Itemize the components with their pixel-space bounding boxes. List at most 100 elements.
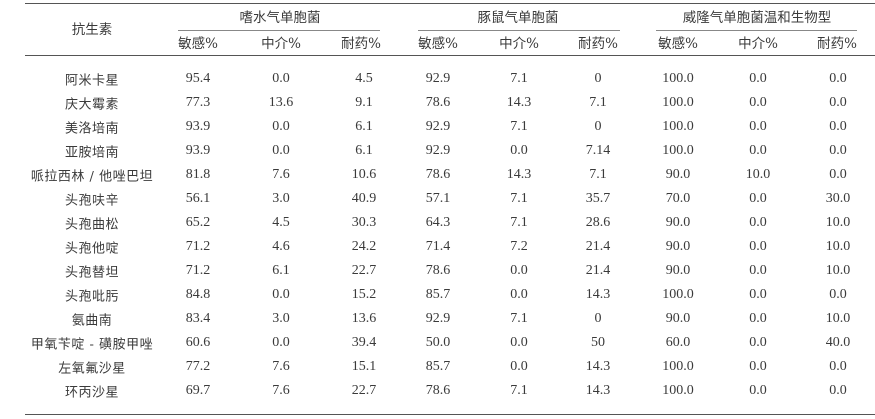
table-cell: 7.1	[589, 167, 607, 182]
antibiotic-name: 左氧氟沙星	[58, 361, 126, 377]
antibiotic-name: 庆大霉素	[64, 97, 120, 113]
table-cell: 93.9	[185, 119, 211, 134]
table-cell: 15.1	[351, 359, 377, 374]
table-cell: 7.1	[510, 215, 528, 230]
table-cell: 95.4	[185, 71, 211, 86]
table-cell: 0.0	[829, 383, 847, 398]
table-cell: 7.1	[510, 119, 528, 134]
table-cell: 78.6	[425, 95, 451, 110]
table-cell: 7.6	[272, 383, 290, 398]
table-cell: 90.0	[665, 239, 691, 254]
table-cell: 0.0	[829, 95, 847, 110]
table-cell: 71.2	[185, 263, 211, 278]
table-cell: 100.0	[662, 383, 694, 398]
antibiotic-name: 头孢呋辛	[64, 193, 120, 209]
table-cell: 14.3	[506, 167, 532, 182]
table-cell: 0.0	[272, 71, 290, 86]
table-cell: 0.0	[749, 359, 767, 374]
table-cell: 0.0	[829, 143, 847, 158]
table-cell: 60.0	[665, 335, 691, 350]
table-cell: 90.0	[665, 311, 691, 326]
table-cell: 10.6	[351, 167, 377, 182]
table-cell: 100.0	[662, 71, 694, 86]
table-cell: 24.2	[351, 239, 377, 254]
table-cell: 10.0	[825, 311, 851, 326]
table-cell: 15.2	[351, 287, 377, 302]
table-cell: 0.0	[829, 71, 847, 86]
subheader-sensitive: 敏感%	[418, 36, 458, 52]
table-cell: 14.3	[506, 95, 532, 110]
table-cell: 78.6	[425, 263, 451, 278]
table-cell: 92.9	[425, 119, 451, 134]
table-cell: 0.0	[749, 383, 767, 398]
table-cell: 0.0	[749, 335, 767, 350]
table-cell: 7.2	[510, 239, 528, 254]
table-cell: 7.1	[510, 383, 528, 398]
table-cell: 0.0	[510, 263, 528, 278]
table-cell: 28.6	[585, 215, 611, 230]
table-cell: 50	[591, 335, 605, 350]
table-cell: 56.1	[185, 191, 211, 206]
subheader-intermediate: 中介%	[738, 36, 778, 52]
table-cell: 14.3	[585, 287, 611, 302]
group-underline	[418, 30, 620, 31]
table-cell: 85.7	[425, 287, 451, 302]
group-header: 威隆气单胞菌温和生物型	[682, 10, 832, 26]
group-underline	[656, 30, 857, 31]
table-cell: 10.0	[745, 167, 771, 182]
subheader-intermediate: 中介%	[499, 36, 539, 52]
table-cell: 10.0	[825, 239, 851, 254]
table-cell: 90.0	[665, 167, 691, 182]
table-cell: 0.0	[510, 143, 528, 158]
table-cell: 4.6	[272, 239, 290, 254]
subheader-resistant: 耐药%	[341, 36, 381, 52]
table-cell: 92.9	[425, 71, 451, 86]
table-cell: 0.0	[749, 71, 767, 86]
antibiotic-name: 头孢他啶	[64, 241, 120, 257]
table-cell: 0.0	[749, 239, 767, 254]
table-cell: 6.1	[355, 119, 373, 134]
table-cell: 100.0	[662, 143, 694, 158]
table-cell: 40.9	[351, 191, 377, 206]
table-cell: 0	[594, 71, 602, 86]
group-header: 嗜水气单胞菌	[239, 10, 321, 26]
table-cell: 13.6	[351, 311, 377, 326]
table-cell: 100.0	[662, 287, 694, 302]
table-cell: 22.7	[351, 263, 377, 278]
table-cell: 4.5	[355, 71, 373, 86]
table-cell: 6.1	[272, 263, 290, 278]
header-rule	[25, 55, 875, 56]
table-cell: 0.0	[829, 359, 847, 374]
subheader-sensitive: 敏感%	[178, 36, 218, 52]
table-cell: 81.8	[185, 167, 211, 182]
antibiotic-name: 哌拉西林 / 他唑巴坦	[30, 169, 154, 185]
table-cell: 14.3	[585, 359, 611, 374]
table-cell: 7.6	[272, 167, 290, 182]
table-cell: 65.2	[185, 215, 211, 230]
antibiotic-name: 氨曲南	[71, 313, 113, 329]
antibiotic-name: 头孢吡肟	[64, 289, 120, 305]
table-cell: 0	[594, 311, 602, 326]
table-cell: 0.0	[749, 311, 767, 326]
table-cell: 40.0	[825, 335, 851, 350]
table-cell: 7.6	[272, 359, 290, 374]
table-cell: 78.6	[425, 167, 451, 182]
antibiotic-name: 头孢替坦	[64, 265, 120, 281]
table-cell: 7.14	[585, 143, 611, 158]
table-cell: 22.7	[351, 383, 377, 398]
table-cell: 0.0	[272, 119, 290, 134]
table-cell: 57.1	[425, 191, 451, 206]
table-cell: 0.0	[749, 143, 767, 158]
antibiotic-name: 美洛培南	[64, 121, 120, 137]
table-cell: 92.9	[425, 311, 451, 326]
table-cell: 39.4	[351, 335, 377, 350]
table-cell: 0.0	[510, 335, 528, 350]
table-cell: 6.1	[355, 143, 373, 158]
antibiotic-name: 阿米卡星	[64, 73, 120, 89]
table-cell: 0.0	[829, 167, 847, 182]
table-cell: 100.0	[662, 95, 694, 110]
table-cell: 85.7	[425, 359, 451, 374]
subheader-sensitive: 敏感%	[658, 36, 698, 52]
bottom-rule	[25, 414, 875, 415]
group-header: 豚鼠气单胞菌	[477, 10, 559, 26]
